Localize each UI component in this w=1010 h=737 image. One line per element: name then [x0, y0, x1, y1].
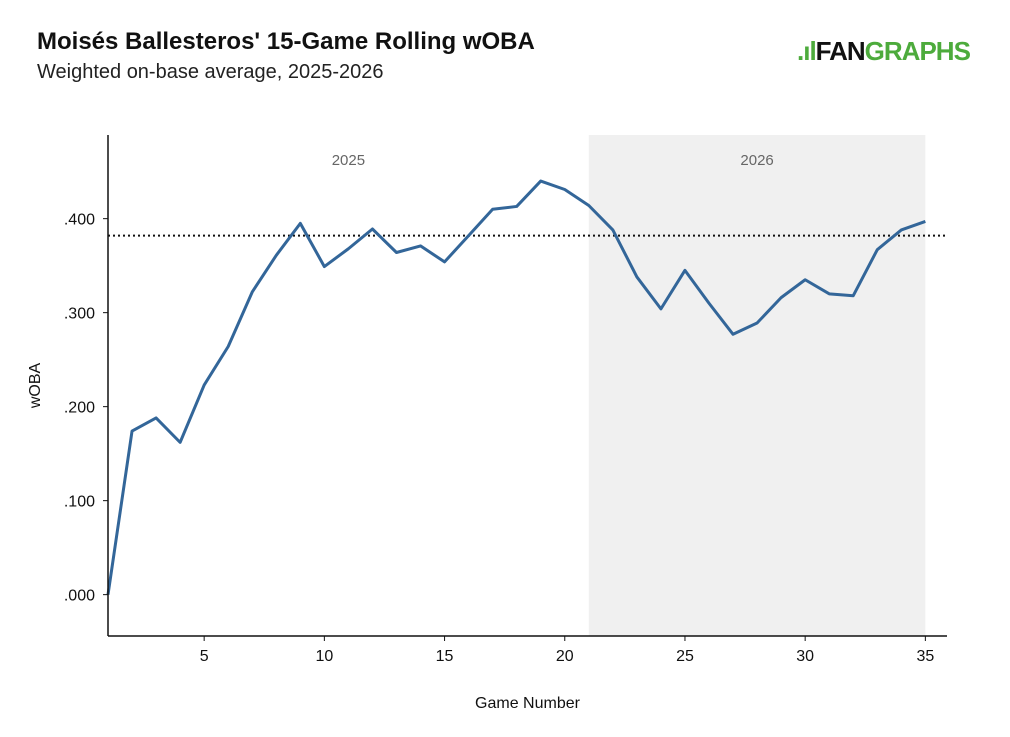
- x-tick-label: 10: [315, 648, 333, 665]
- region-label-2025: 2025: [332, 152, 365, 169]
- region-shade-2026: [588, 135, 926, 636]
- y-tick-label: .300: [64, 306, 95, 323]
- x-tick-label: 15: [436, 648, 454, 665]
- chart-title: Moisés Ballesteros' 15-Game Rolling wOBA: [37, 28, 535, 55]
- x-tick-label: 30: [796, 648, 814, 665]
- x-tick-label: 25: [676, 648, 694, 665]
- x-axis-label: Game Number: [475, 695, 581, 712]
- x-tick-label: 35: [916, 648, 934, 665]
- y-tick-label: .400: [64, 212, 95, 229]
- y-tick-label: .000: [64, 588, 95, 605]
- region-label-2026: 2026: [740, 152, 773, 169]
- y-tick-label: .100: [64, 494, 95, 511]
- y-axis-label: wOBA: [27, 363, 44, 410]
- x-tick-label: 5: [200, 648, 209, 665]
- fangraphs-logo: .ılFANGRAPHS: [797, 36, 971, 66]
- chart-subtitle: Weighted on-base average, 2025-2026: [37, 61, 384, 83]
- y-tick-label: .200: [64, 400, 95, 417]
- x-tick-label: 20: [556, 648, 574, 665]
